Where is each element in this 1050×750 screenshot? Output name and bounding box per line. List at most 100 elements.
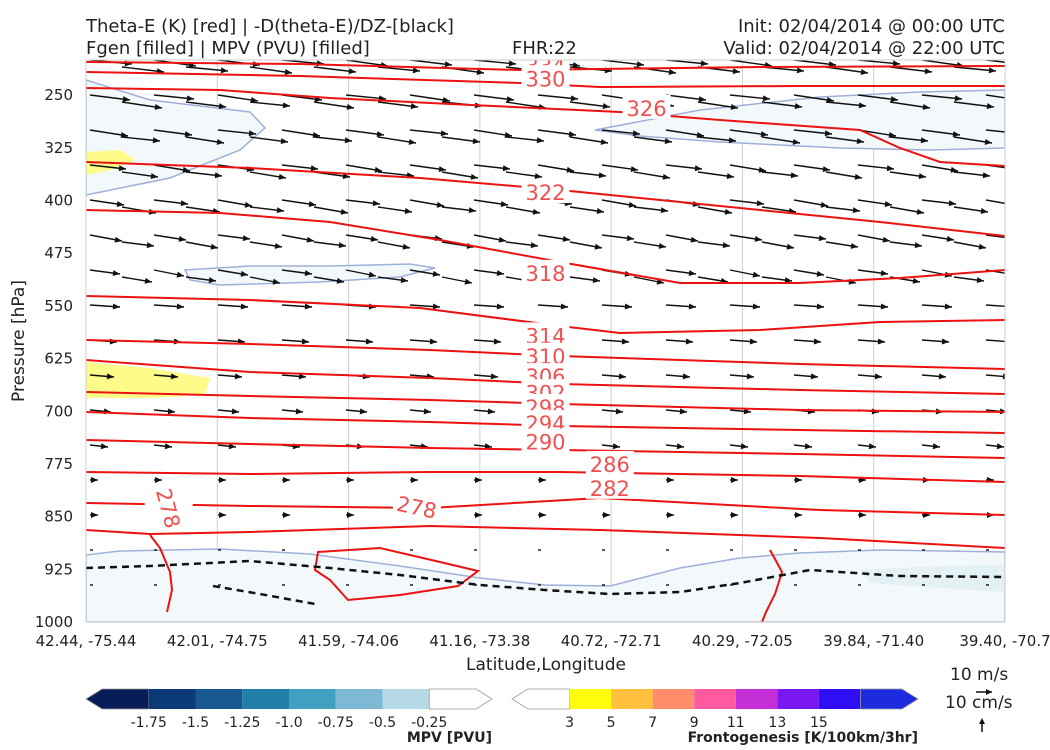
x-tick-label: 39.84, -71.40 (823, 632, 924, 650)
wind-vector-head (916, 208, 924, 215)
y-tick-label: 475 (44, 244, 73, 262)
wind-vector-head (813, 338, 821, 345)
wind-vector-head (598, 172, 606, 179)
wind-vector-head (568, 131, 576, 138)
wind-vector-head (218, 103, 226, 110)
wind-vector-head (694, 165, 702, 172)
wind-vector-head (487, 408, 495, 415)
mpv-fill-region-upper-left (86, 79, 267, 196)
contour-label-background (521, 342, 570, 367)
wind-vector-head (630, 166, 638, 173)
plot-area: 3343303263223183143103063022982942902862… (86, 60, 1024, 622)
wind-vector-head (402, 243, 410, 250)
wind-vector-head (532, 208, 540, 215)
wind-vector-head (856, 138, 864, 145)
wind-vector-head (728, 137, 736, 144)
wind-vector-head (566, 166, 574, 173)
wind-vector-head (952, 131, 960, 138)
wind-vector-head (890, 96, 898, 103)
y-tick-label: 325 (44, 139, 73, 157)
contour-label: 282 (590, 477, 630, 501)
wind-vector-head (1017, 130, 1024, 136)
wind-vector-head (948, 200, 956, 207)
wind-vector-head (496, 303, 504, 310)
wind-vector-head (219, 512, 226, 518)
wind-vector (281, 60, 325, 65)
wind-vector (985, 199, 1005, 205)
wind-vector-head (112, 270, 120, 277)
wind-vector-head (892, 60, 900, 67)
contour-label-background (521, 322, 570, 347)
y-tick-label: 1000 (35, 613, 73, 631)
colorbar-segment (569, 689, 612, 709)
wind-vector-head (592, 277, 600, 284)
wind-vector (313, 66, 357, 73)
wind-vector-head (91, 477, 98, 483)
contour-310 (86, 339, 1005, 370)
colorbar-tick-label: -0.25 (411, 715, 447, 731)
wind-vector-head (795, 512, 802, 518)
wind-vector-head (676, 443, 684, 450)
contour-label: 290 (525, 430, 565, 454)
wind-vector-head (628, 201, 636, 208)
wind-vector-head (301, 338, 309, 345)
wind-vector-head (754, 235, 762, 242)
valid-time: Valid: 02/04/2014 @ 22:00 UTC (723, 38, 1005, 59)
wind-vector (985, 129, 1005, 133)
contour-290 (86, 471, 1005, 483)
x-tick-label: 40.29, -72.05 (692, 632, 793, 650)
wind-vector-head (740, 443, 748, 450)
wind-vector-head (860, 69, 868, 75)
wind-vector-head (570, 95, 578, 102)
wind-vector-head (984, 138, 992, 145)
wind-vector-head (794, 103, 802, 110)
contour-298 (86, 411, 1005, 434)
colorbar-segment (818, 689, 861, 709)
wind-vector-head (423, 408, 431, 415)
wind-ref-horizontal-label: 10 m/s (950, 665, 1008, 685)
wind-vector-head (615, 408, 623, 415)
y-axis-ticks: 250 325 400 475 550 625 700 775 850 925 1000 (35, 86, 73, 631)
colorbar-tick-label: -1.0 (275, 715, 302, 731)
wind-vector-head (660, 207, 668, 214)
wind-vector-head (146, 242, 154, 249)
wind-vector-head (685, 338, 693, 345)
wind-vector-head (920, 137, 928, 144)
wind-vector-head (412, 67, 420, 74)
wind-vector-head (938, 373, 946, 380)
wind-vector-head (854, 173, 862, 180)
wind-vector (345, 60, 389, 67)
wind-vector-head (790, 172, 798, 179)
contour-label-background (144, 495, 193, 520)
wind-vector (121, 66, 165, 73)
wind-vector (793, 60, 837, 66)
colorbar-segment (382, 689, 430, 709)
contour-label: 318 (525, 262, 565, 286)
wind-vector-head (988, 67, 996, 74)
wind-vector-head (100, 443, 108, 450)
wind-vector-head (922, 103, 930, 110)
wind-vector-head (184, 131, 192, 138)
wind-vector-head (182, 166, 190, 173)
wind-vector-head (816, 303, 824, 310)
wind-vector-head (724, 208, 732, 215)
y-axis-label: Pressure [hPa] (9, 280, 29, 402)
contour-334 (86, 61, 1005, 72)
colorbar-segment (611, 689, 653, 709)
wind-vector-head (91, 512, 98, 518)
wind-vector-head (730, 103, 738, 110)
wind-vector-head (886, 165, 894, 172)
wind-vector-head (816, 270, 824, 277)
x-axis-label: Latitude,Longitude (466, 655, 626, 675)
wind-vector-head (786, 243, 794, 250)
contour-278-left (149, 534, 174, 613)
wind-vector-head (508, 60, 516, 67)
wind-vector-head (762, 95, 770, 102)
plot-frame (85, 59, 1006, 623)
y-tick-label: 775 (44, 455, 73, 473)
x-tick-label: 40.72, -72.71 (561, 632, 662, 650)
wind-vector-head (155, 477, 162, 483)
wind-vector-head (828, 61, 836, 68)
wind-vector (377, 66, 421, 72)
